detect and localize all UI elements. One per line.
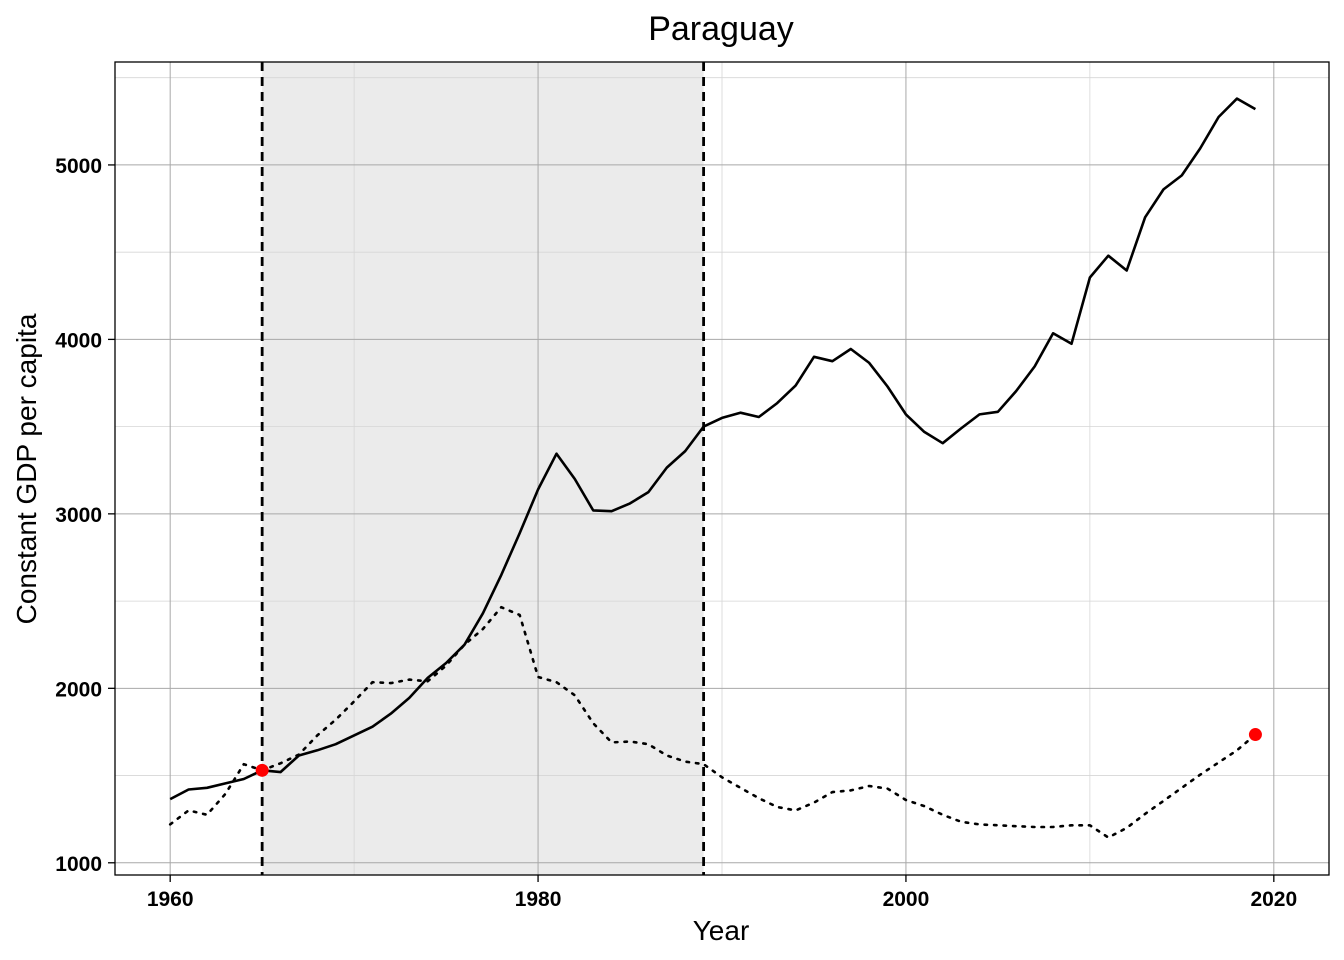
x-tick-label: 2000: [883, 888, 930, 911]
x-tick-label: 1980: [515, 888, 562, 911]
y-axis-title: Constant GDP per capita: [11, 313, 42, 624]
y-tick-label: 2000: [55, 678, 102, 701]
x-tick-label: 1960: [147, 888, 194, 911]
highlight-point: [1248, 728, 1262, 742]
shaded-period: [262, 62, 704, 875]
x-axis-ticks: 1960 1980 2000 2020: [147, 875, 1297, 911]
y-tick-label: 1000: [55, 853, 102, 876]
series-line-solid: [169, 97, 1257, 801]
y-tick-label: 4000: [55, 329, 102, 352]
series-line-dotted: [168, 605, 1257, 839]
x-tick-label: 2020: [1250, 888, 1297, 911]
y-axis-ticks: 1000 2000 3000 4000 5000: [55, 155, 115, 876]
plot-border: [114, 61, 1330, 876]
y-tick-label: 3000: [55, 504, 102, 527]
plot-area: [114, 61, 1330, 876]
chart-title: Paraguay: [648, 10, 794, 48]
y-tick-label: 5000: [55, 155, 102, 178]
x-axis-title: Year: [693, 915, 750, 946]
highlight-point: [255, 763, 269, 777]
